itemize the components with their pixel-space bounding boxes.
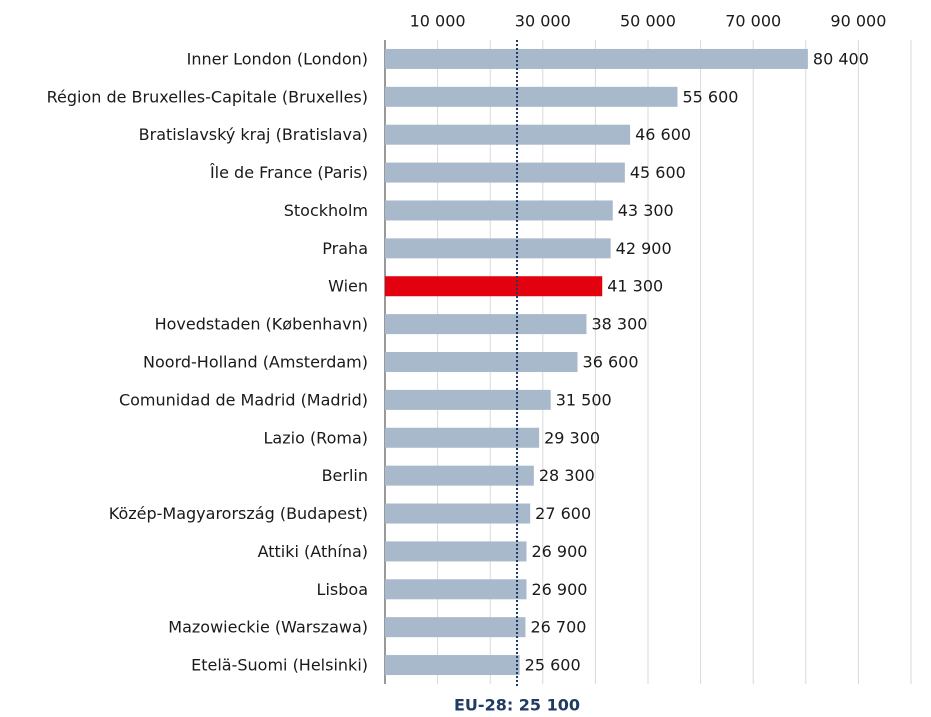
value-label: 41 300 xyxy=(607,277,663,296)
x-tick-label: 30 000 xyxy=(515,12,571,31)
bar xyxy=(385,579,527,600)
bar xyxy=(385,276,603,297)
bar xyxy=(385,427,540,448)
bar xyxy=(385,238,611,259)
value-label: 26 700 xyxy=(530,618,586,637)
bar xyxy=(385,124,631,145)
category-label: Stockholm xyxy=(284,201,368,220)
category-label: Hovedstaden (København) xyxy=(155,315,368,334)
bar xyxy=(385,389,551,410)
category-label: Praha xyxy=(322,239,368,258)
value-label: 43 300 xyxy=(618,201,674,220)
reference-label: EU-28: 25 100 xyxy=(454,696,580,715)
category-label: Közép-Magyarország (Budapest) xyxy=(109,504,368,523)
bar xyxy=(385,48,808,69)
value-label: 25 600 xyxy=(525,656,581,675)
bar xyxy=(385,86,678,107)
value-label: 80 400 xyxy=(813,49,869,68)
value-label: 38 300 xyxy=(591,315,647,334)
x-tick-label: 90 000 xyxy=(830,12,886,31)
bar xyxy=(385,503,531,524)
value-label: 26 900 xyxy=(531,580,587,599)
category-label: Région de Bruxelles-Capitale (Bruxelles) xyxy=(47,87,368,106)
bar xyxy=(385,200,613,221)
value-label: 27 600 xyxy=(535,504,591,523)
value-label: 55 600 xyxy=(682,87,738,106)
x-tick-label: 50 000 xyxy=(620,12,676,31)
value-label: 29 300 xyxy=(544,428,600,447)
value-label: 26 900 xyxy=(531,542,587,561)
bar xyxy=(385,162,625,183)
value-label: 31 500 xyxy=(556,390,612,409)
category-label: Attiki (Athína) xyxy=(258,542,368,561)
x-tick-label: 10 000 xyxy=(410,12,466,31)
category-label: Lazio (Roma) xyxy=(264,428,369,447)
category-label: Etelä-Suomi (Helsinki) xyxy=(191,656,368,675)
bar xyxy=(385,617,526,638)
value-label: 28 300 xyxy=(539,466,595,485)
bar xyxy=(385,352,578,372)
category-label: Berlin xyxy=(322,466,368,485)
value-label: 36 600 xyxy=(583,353,639,372)
category-label: Wien xyxy=(328,277,368,296)
value-label: 46 600 xyxy=(635,125,691,144)
category-label: Lisboa xyxy=(317,580,368,599)
category-label: Noord-Holland (Amsterdam) xyxy=(143,353,368,372)
x-tick-label: 70 000 xyxy=(725,12,781,31)
bar xyxy=(385,314,587,335)
value-label: 45 600 xyxy=(630,163,686,182)
category-label: Mazowieckie (Warszawa) xyxy=(168,618,368,637)
category-label: Bratislavský kraj (Bratislava) xyxy=(139,125,368,144)
category-label: Île de France (Paris) xyxy=(209,163,368,182)
bar xyxy=(385,541,527,562)
category-label: Inner London (London) xyxy=(187,49,368,68)
bar xyxy=(385,655,520,676)
value-label: 42 900 xyxy=(616,239,672,258)
category-label: Comunidad de Madrid (Madrid) xyxy=(119,390,368,409)
bar xyxy=(385,465,534,486)
